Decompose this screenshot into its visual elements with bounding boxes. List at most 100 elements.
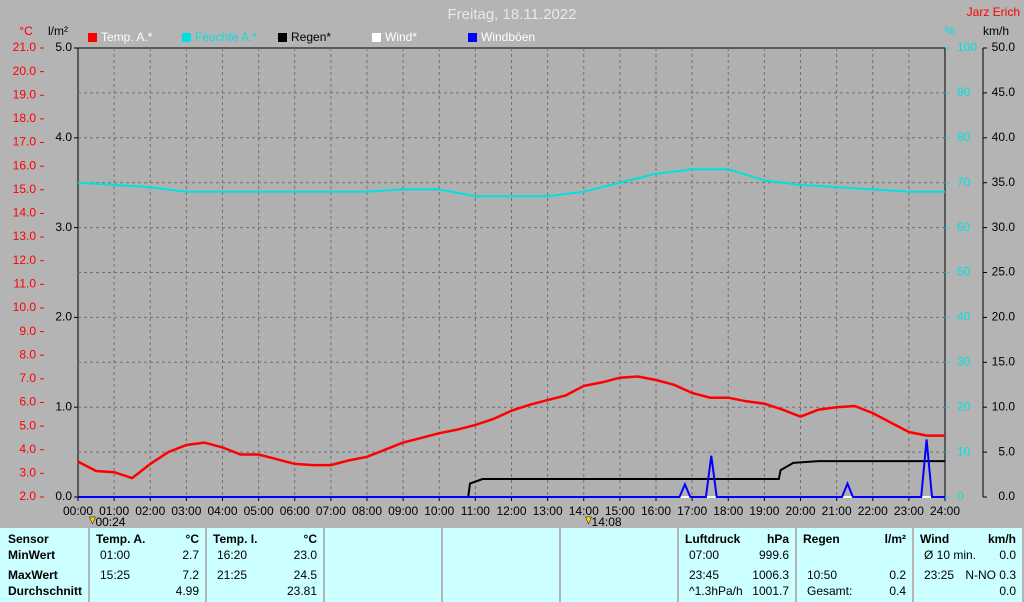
y-tick-label: 10 xyxy=(957,444,971,458)
legend-label: Regen* xyxy=(291,30,331,44)
x-tick-label: 15:00 xyxy=(605,504,635,518)
cell-time: 10:50 xyxy=(807,568,838,582)
cell-time: 16:20 xyxy=(217,548,248,562)
y-tick-label: 45.0 xyxy=(992,85,1016,99)
column-header: Regen xyxy=(803,532,840,546)
cell-value: 0.4 xyxy=(889,584,906,598)
cell-value: 2.7 xyxy=(182,548,199,562)
cell-value: 0.0 xyxy=(999,548,1016,562)
y-tick-label: 5.0 xyxy=(998,444,1015,458)
x-tick-label: 00:00 xyxy=(63,504,93,518)
y-tick-label: 90 xyxy=(957,85,971,99)
y-tick-label: 2.0 xyxy=(19,489,36,503)
cell-value: 999.6 xyxy=(758,548,789,562)
legend-swatch xyxy=(182,33,191,42)
legend-label: Wind* xyxy=(385,30,417,44)
cell-value: 23.0 xyxy=(293,548,317,562)
annotation-label: 14:08 xyxy=(592,515,622,528)
table-column: Temp. A. °C 01:00 2.7 15:25 7.2 4.99 xyxy=(90,528,205,602)
cell-time: 07:00 xyxy=(689,548,720,562)
axis-unit: km/h xyxy=(983,24,1009,38)
x-tick-label: 11:00 xyxy=(461,504,490,518)
y-tick-label: 14.0 xyxy=(13,206,37,220)
cell-time: 23:45 xyxy=(689,568,720,582)
y-tick-label: 20.0 xyxy=(13,64,37,78)
x-tick-label: 03:00 xyxy=(171,504,201,518)
chart-title: Freitag, 18.11.2022 xyxy=(448,6,577,23)
x-tick-label: 17:00 xyxy=(677,504,707,518)
y-tick-label: 11.0 xyxy=(14,276,37,290)
series-line xyxy=(78,439,945,498)
y-tick-label: 60 xyxy=(957,220,971,234)
y-tick-label: 19.0 xyxy=(13,87,37,101)
axis-unit: °C xyxy=(19,24,33,38)
y-tick-label: 1.0 xyxy=(55,399,72,413)
x-tick-label: 18:00 xyxy=(713,504,743,518)
y-tick-label: 0.0 xyxy=(998,489,1015,503)
y-tick-label: 50 xyxy=(957,265,971,279)
stats-table: Sensor MinWert MaxWert Durchschnitt Temp. A.… xyxy=(0,528,1024,602)
x-tick-label: 07:00 xyxy=(316,504,346,518)
series-line xyxy=(77,375,945,480)
legend-swatch xyxy=(372,33,381,42)
series-line xyxy=(77,168,945,198)
column-unit: °C xyxy=(303,532,317,546)
cell-value: 1006.3 xyxy=(752,568,789,582)
annotation-label: 00:24 xyxy=(95,515,125,528)
y-tick-label: 3.0 xyxy=(55,220,72,234)
x-tick-label: 12:00 xyxy=(496,504,526,518)
y-tick-label: 17.0 xyxy=(13,135,37,149)
cell-value: 0.2 xyxy=(889,568,906,582)
y-tick-label: 10.0 xyxy=(13,300,37,314)
x-tick-label: 05:00 xyxy=(244,504,274,518)
x-tick-label: 06:00 xyxy=(280,504,310,518)
series-line xyxy=(78,460,945,498)
y-tick-label: 9.0 xyxy=(19,324,36,338)
cell-value: 0.0 xyxy=(999,584,1016,598)
y-tick-label: 25.0 xyxy=(992,265,1016,279)
author: Jarz Erich xyxy=(967,5,1020,19)
y-tick-label: 5.0 xyxy=(19,418,36,432)
cell-time: 21:25 xyxy=(217,568,248,582)
y-tick-label: 10.0 xyxy=(992,399,1016,413)
x-tick-label: 16:00 xyxy=(641,504,671,518)
x-tick-label: 10:00 xyxy=(424,504,454,518)
cell-value: 24.5 xyxy=(293,568,317,582)
cell-time: 01:00 xyxy=(100,548,131,562)
column-unit: °C xyxy=(185,532,199,546)
x-tick-label: 02:00 xyxy=(135,504,165,518)
row-label: Durchschnitt xyxy=(8,584,83,598)
table-column xyxy=(443,528,559,602)
y-tick-label: 70 xyxy=(957,175,971,189)
legend-swatch xyxy=(278,33,287,42)
x-tick-label: 24:00 xyxy=(930,504,960,518)
column-header: Temp. I. xyxy=(213,532,258,546)
y-tick-label: 3.0 xyxy=(19,466,36,480)
y-tick-label: 4.0 xyxy=(19,442,36,456)
annotation-marker xyxy=(585,516,592,525)
axis-unit: l/m² xyxy=(48,24,68,38)
table-column xyxy=(325,528,441,602)
x-tick-label: 04:00 xyxy=(207,504,237,518)
y-tick-label: 40 xyxy=(957,310,971,324)
row-label: Sensor xyxy=(8,532,49,546)
y-tick-label: 20.0 xyxy=(992,310,1016,324)
column-unit: hPa xyxy=(766,532,789,546)
column-header: Wind xyxy=(920,532,950,546)
cell-value: N-NO 0.3 xyxy=(965,568,1016,582)
column-header: Temp. A. xyxy=(96,532,146,546)
x-tick-label: 23:00 xyxy=(894,504,924,518)
y-tick-label: 100 xyxy=(957,40,977,54)
legend-label: Windböen xyxy=(481,30,535,44)
legend-swatch xyxy=(88,33,97,42)
y-tick-label: 30.0 xyxy=(992,220,1016,234)
x-tick-label: 01:00 xyxy=(99,504,129,518)
table-column: Regen l/m² 10:50 0.2 Gesamt: 0.4 xyxy=(797,528,912,602)
legend-label: Feuchte A.* xyxy=(195,30,257,44)
sensor-column: Sensor MinWert MaxWert Durchschnitt xyxy=(0,528,88,602)
x-tick-label: 19:00 xyxy=(749,504,779,518)
table-column: Luftdruck hPa 07:00 999.6 23:45 1006.3 ^1.3hPa… xyxy=(679,528,795,602)
cell-value: 23.81 xyxy=(286,584,317,598)
cell-value: 1001.7 xyxy=(752,584,789,598)
